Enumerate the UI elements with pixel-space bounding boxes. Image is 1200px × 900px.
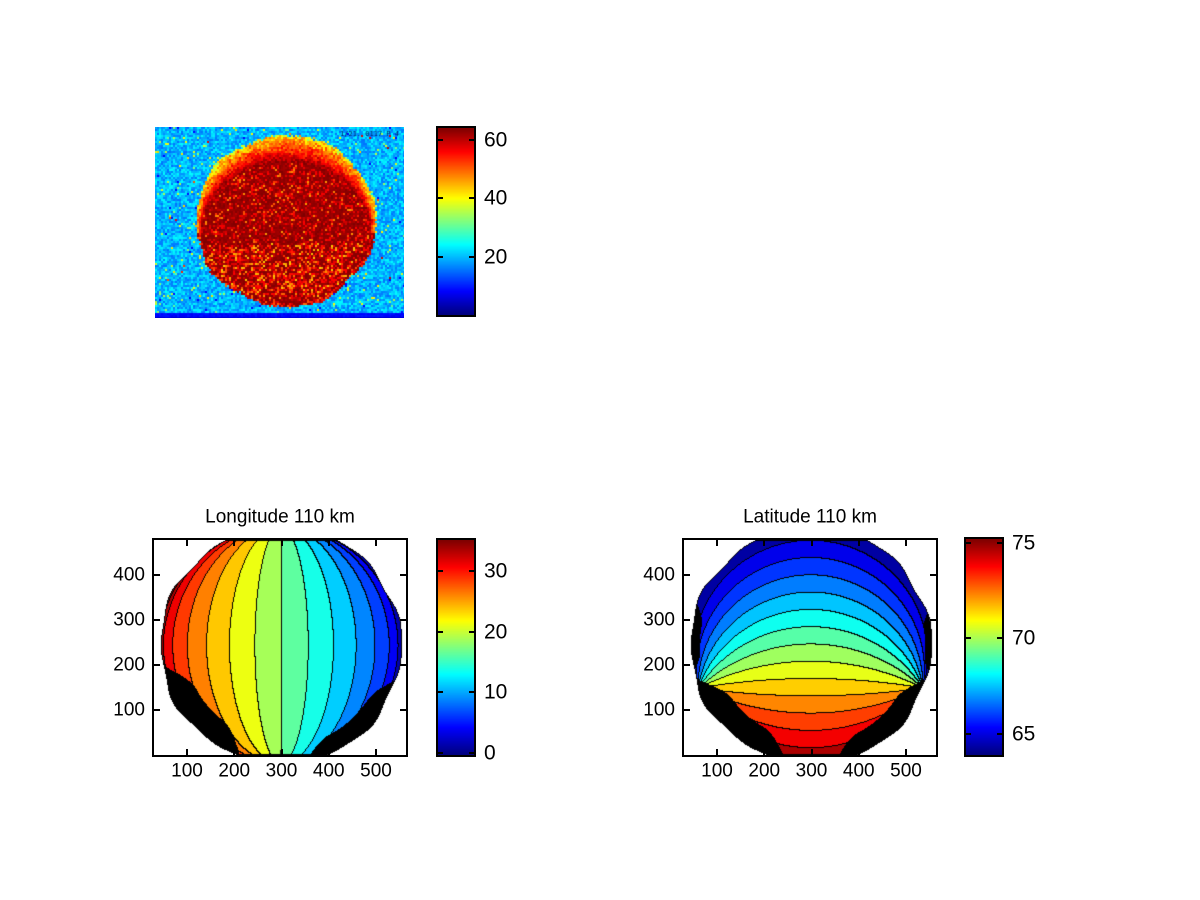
colorbar-tick-label: 20 <box>484 620 508 644</box>
x-tick-label: 500 <box>360 760 392 782</box>
y-tick-mark <box>930 708 936 711</box>
y-tick-label: 300 <box>113 609 145 631</box>
colorbar-tick-mark <box>438 197 443 200</box>
x-tick-mark <box>280 540 283 546</box>
y-tick-label: 300 <box>643 609 675 631</box>
colorbar-tick-mark <box>469 630 474 633</box>
colorbar-tick-mark <box>966 637 971 640</box>
x-tick-label: 500 <box>890 760 922 782</box>
x-tick-mark <box>905 749 907 755</box>
colorbar-tick-mark <box>469 691 474 694</box>
colorbar-tick-label: 70 <box>1012 626 1036 650</box>
colorbar-tick-label: 20 <box>484 245 508 269</box>
x-tick-label: 100 <box>701 760 733 782</box>
y-tick-mark <box>154 618 160 621</box>
x-tick-mark <box>810 749 813 755</box>
x-tick-mark <box>763 540 766 546</box>
y-tick-mark <box>154 574 160 577</box>
colorbar-tick-mark <box>438 570 443 573</box>
colorbar-tick-label: 10 <box>484 680 508 704</box>
y-tick-mark <box>400 618 406 621</box>
x-tick-mark <box>327 540 330 546</box>
latitude-plot-title: Latitude 110 km <box>743 506 877 528</box>
colorbar-tick-mark <box>469 255 474 258</box>
x-tick-mark <box>716 540 718 546</box>
y-tick-mark <box>400 663 406 666</box>
latitude-colorbar <box>964 537 1004 757</box>
x-tick-label: 300 <box>795 760 828 782</box>
thermal-image-colorbar <box>436 126 476 317</box>
colorbar-tick-mark <box>997 541 1002 544</box>
x-tick-mark <box>233 749 236 755</box>
y-tick-mark <box>684 618 690 621</box>
x-tick-label: 100 <box>171 760 203 782</box>
y-tick-mark <box>154 708 160 711</box>
colorbar-tick-mark <box>469 570 474 573</box>
x-tick-mark <box>233 540 236 546</box>
colorbar-tick-label: 0 <box>484 741 496 765</box>
colorbar-tick-label: 30 <box>484 559 508 583</box>
y-tick-mark <box>154 663 160 666</box>
colorbar-tick-mark <box>469 138 474 141</box>
colorbar-tick-label: 65 <box>1012 722 1036 746</box>
x-tick-mark <box>186 749 188 755</box>
y-tick-label: 400 <box>643 564 675 586</box>
x-tick-mark <box>763 749 766 755</box>
colorbar-tick-mark <box>966 541 971 544</box>
colorbar-tick-label: 60 <box>484 128 508 152</box>
colorbar-tick-label: 40 <box>484 186 508 210</box>
x-tick-mark <box>905 540 907 546</box>
y-tick-label: 400 <box>113 564 145 586</box>
y-tick-mark <box>930 574 936 577</box>
thermal-image-canvas <box>155 127 404 318</box>
y-tick-mark <box>930 663 936 666</box>
latitude-contour-canvas <box>682 538 938 757</box>
x-tick-label: 300 <box>265 760 298 782</box>
colorbar-tick-mark <box>438 255 443 258</box>
colorbar-tick-mark <box>438 630 443 633</box>
longitude-contour-canvas <box>152 538 408 757</box>
x-tick-mark <box>857 749 860 755</box>
colorbar-tick-mark <box>438 138 443 141</box>
colorbar-tick-mark <box>469 197 474 200</box>
x-tick-mark <box>327 749 330 755</box>
y-tick-mark <box>400 708 406 711</box>
x-tick-mark <box>375 540 377 546</box>
longitude-colorbar <box>436 538 476 757</box>
y-tick-mark <box>400 574 406 577</box>
y-tick-mark <box>684 574 690 577</box>
colorbar-tick-label: 75 <box>1012 531 1036 555</box>
x-tick-mark <box>857 540 860 546</box>
x-tick-label: 200 <box>218 760 251 782</box>
colorbar-tick-mark <box>997 637 1002 640</box>
colorbar-tick-mark <box>966 732 971 735</box>
x-tick-mark <box>280 749 283 755</box>
y-tick-mark <box>684 663 690 666</box>
colorbar-tick-mark <box>469 751 474 754</box>
colorbar-tick-mark <box>438 691 443 694</box>
y-tick-label: 200 <box>643 654 675 676</box>
y-tick-label: 100 <box>643 699 675 721</box>
x-tick-mark <box>810 540 813 546</box>
x-tick-label: 400 <box>312 760 345 782</box>
x-tick-mark <box>716 749 718 755</box>
x-tick-label: 200 <box>748 760 781 782</box>
x-tick-mark <box>186 540 188 546</box>
colorbar-tick-mark <box>438 751 443 754</box>
x-tick-label: 400 <box>842 760 875 782</box>
colorbar-tick-mark <box>997 732 1002 735</box>
y-tick-label: 200 <box>113 654 145 676</box>
y-tick-mark <box>684 708 690 711</box>
y-tick-mark <box>930 618 936 621</box>
longitude-plot-title: Longitude 110 km <box>205 506 355 528</box>
y-tick-label: 100 <box>113 699 145 721</box>
x-tick-mark <box>375 749 377 755</box>
